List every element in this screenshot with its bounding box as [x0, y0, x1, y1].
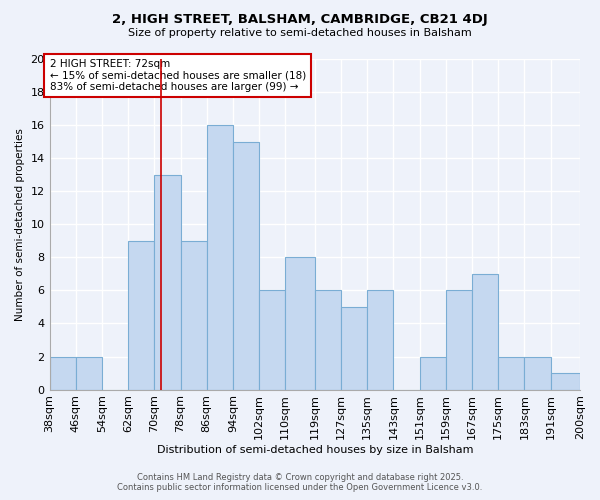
Bar — [259, 290, 286, 390]
Text: Size of property relative to semi-detached houses in Balsham: Size of property relative to semi-detach… — [128, 28, 472, 38]
Y-axis label: Number of semi-detached properties: Number of semi-detached properties — [15, 128, 25, 320]
Bar — [551, 373, 580, 390]
Bar — [286, 258, 315, 390]
Bar — [207, 125, 233, 390]
Bar — [76, 356, 102, 390]
Text: Contains HM Land Registry data © Crown copyright and database right 2025.
Contai: Contains HM Land Registry data © Crown c… — [118, 473, 482, 492]
Bar — [472, 274, 498, 390]
Bar — [446, 290, 472, 390]
Text: 2 HIGH STREET: 72sqm
← 15% of semi-detached houses are smaller (18)
83% of semi-: 2 HIGH STREET: 72sqm ← 15% of semi-detac… — [50, 59, 306, 92]
X-axis label: Distribution of semi-detached houses by size in Balsham: Distribution of semi-detached houses by … — [157, 445, 473, 455]
Bar — [128, 241, 154, 390]
Bar — [315, 290, 341, 390]
Bar — [367, 290, 394, 390]
Bar — [154, 174, 181, 390]
Bar — [341, 307, 367, 390]
Bar — [498, 356, 524, 390]
Text: 2, HIGH STREET, BALSHAM, CAMBRIDGE, CB21 4DJ: 2, HIGH STREET, BALSHAM, CAMBRIDGE, CB21… — [112, 12, 488, 26]
Bar — [233, 142, 259, 390]
Bar — [181, 241, 207, 390]
Bar — [419, 356, 446, 390]
Bar — [524, 356, 551, 390]
Bar — [50, 356, 76, 390]
